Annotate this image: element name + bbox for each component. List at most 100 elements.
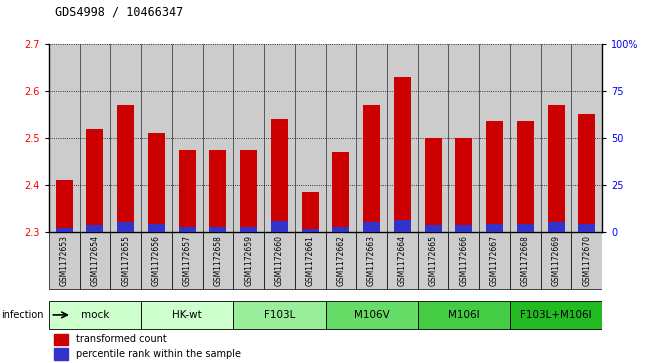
Text: GDS4998 / 10466347: GDS4998 / 10466347 (55, 5, 184, 18)
Bar (541, 232, 572, 289)
Bar (117, 223, 134, 232)
Bar (572, 232, 602, 289)
Bar (479, 232, 510, 289)
Bar (295, 232, 326, 289)
Text: F103L: F103L (264, 310, 295, 320)
Text: GSM1172665: GSM1172665 (428, 235, 437, 286)
Text: GSM1172666: GSM1172666 (460, 235, 468, 286)
Bar (424, 138, 441, 232)
Bar (301, 229, 318, 232)
Bar (547, 223, 564, 232)
Bar (179, 227, 195, 232)
Bar (578, 114, 595, 232)
Bar (510, 44, 541, 232)
Bar (572, 44, 602, 232)
Bar (110, 44, 141, 232)
Bar (202, 44, 233, 232)
Bar (141, 301, 233, 329)
Text: GSM1172654: GSM1172654 (90, 235, 100, 286)
Bar (87, 225, 104, 232)
Bar (233, 232, 264, 289)
Text: HK-wt: HK-wt (173, 310, 202, 320)
Bar (394, 220, 411, 232)
Bar (172, 232, 202, 289)
Bar (87, 129, 104, 232)
Bar (418, 44, 449, 232)
Bar (233, 301, 326, 329)
Bar (148, 224, 165, 232)
Bar (117, 105, 134, 232)
Bar (456, 225, 472, 232)
Bar (79, 44, 110, 232)
Bar (172, 44, 202, 232)
Bar (233, 44, 264, 232)
Text: GSM1172664: GSM1172664 (398, 235, 407, 286)
Text: GSM1172653: GSM1172653 (60, 235, 69, 286)
Bar (110, 232, 141, 289)
Bar (56, 228, 73, 232)
Bar (486, 121, 503, 232)
Bar (271, 119, 288, 232)
Bar (479, 44, 510, 232)
Bar (202, 232, 233, 289)
Bar (333, 152, 350, 232)
Text: percentile rank within the sample: percentile rank within the sample (77, 349, 242, 359)
Bar (333, 227, 350, 232)
Text: GSM1172655: GSM1172655 (121, 235, 130, 286)
Bar (387, 44, 418, 232)
Bar (141, 232, 172, 289)
Bar (449, 232, 479, 289)
Text: GSM1172667: GSM1172667 (490, 235, 499, 286)
Bar (449, 44, 479, 232)
Bar (356, 44, 387, 232)
Bar (387, 232, 418, 289)
Bar (510, 232, 541, 289)
Text: GSM1172669: GSM1172669 (551, 235, 561, 286)
Bar (547, 105, 564, 232)
Bar (517, 121, 534, 232)
Text: GSM1172661: GSM1172661 (305, 236, 314, 286)
Text: GSM1172658: GSM1172658 (214, 236, 223, 286)
Bar (356, 232, 387, 289)
Bar (271, 221, 288, 232)
Bar (49, 301, 141, 329)
Bar (141, 44, 172, 232)
Text: GSM1172663: GSM1172663 (367, 235, 376, 286)
Bar (541, 44, 572, 232)
Bar (55, 348, 68, 360)
Bar (363, 223, 380, 232)
Bar (326, 301, 418, 329)
Text: GSM1172659: GSM1172659 (244, 235, 253, 286)
Bar (179, 150, 195, 232)
Bar (79, 232, 110, 289)
Bar (210, 227, 227, 232)
Bar (49, 44, 79, 232)
Bar (517, 224, 534, 232)
Text: M106I: M106I (448, 310, 480, 320)
Bar (240, 150, 257, 232)
Bar (264, 44, 295, 232)
Text: F103L+M106I: F103L+M106I (520, 310, 592, 320)
Text: GSM1172662: GSM1172662 (337, 236, 346, 286)
Bar (418, 232, 449, 289)
Bar (326, 44, 356, 232)
Bar (295, 44, 326, 232)
Text: infection: infection (1, 310, 44, 320)
Bar (210, 150, 227, 232)
Bar (240, 227, 257, 232)
Bar (301, 192, 318, 232)
Text: GSM1172656: GSM1172656 (152, 235, 161, 286)
Bar (456, 138, 472, 232)
Bar (510, 301, 602, 329)
Bar (55, 334, 68, 345)
Bar (363, 105, 380, 232)
Bar (326, 232, 356, 289)
Bar (578, 224, 595, 232)
Bar (148, 133, 165, 232)
Bar (394, 77, 411, 232)
Text: transformed count: transformed count (77, 334, 167, 344)
Bar (418, 301, 510, 329)
Bar (49, 232, 79, 289)
Text: GSM1172670: GSM1172670 (582, 235, 591, 286)
Bar (486, 224, 503, 232)
